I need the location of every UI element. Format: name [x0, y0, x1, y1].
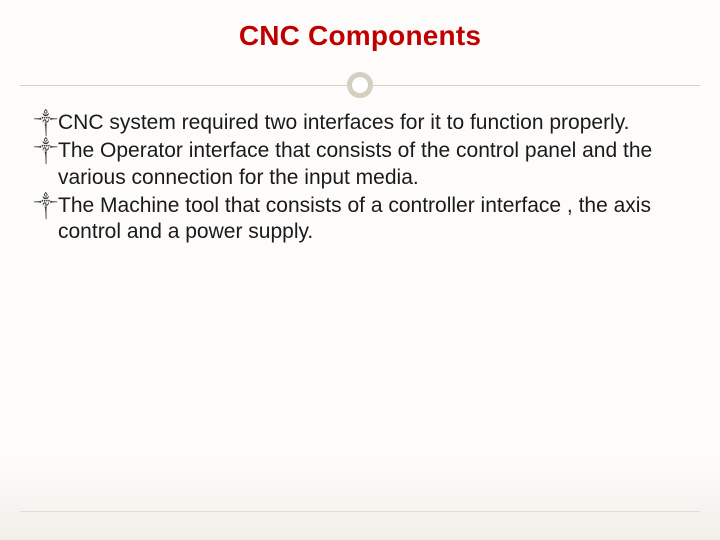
bottom-divider — [20, 511, 700, 512]
bullet-text: The Operator interface that consists of … — [58, 139, 652, 188]
slide: CNC Components ༒ CNC system required two… — [0, 0, 720, 540]
bullet-text: The Machine tool that consists of a cont… — [58, 194, 651, 243]
list-item: ༒ The Operator interface that consists o… — [34, 138, 686, 191]
list-item: ༒ The Machine tool that consists of a co… — [34, 193, 686, 246]
bullet-text: CNC system required two interfaces for i… — [58, 111, 630, 134]
title-divider — [20, 72, 700, 98]
divider-circle — [347, 72, 373, 98]
list-item: ༒ CNC system required two interfaces for… — [34, 110, 686, 136]
slide-title: CNC Components — [0, 20, 720, 52]
slide-body: ༒ CNC system required two interfaces for… — [34, 110, 686, 247]
bullet-icon: ༒ — [34, 196, 52, 214]
bullet-icon: ༒ — [34, 113, 52, 131]
bullet-icon: ༒ — [34, 141, 52, 159]
